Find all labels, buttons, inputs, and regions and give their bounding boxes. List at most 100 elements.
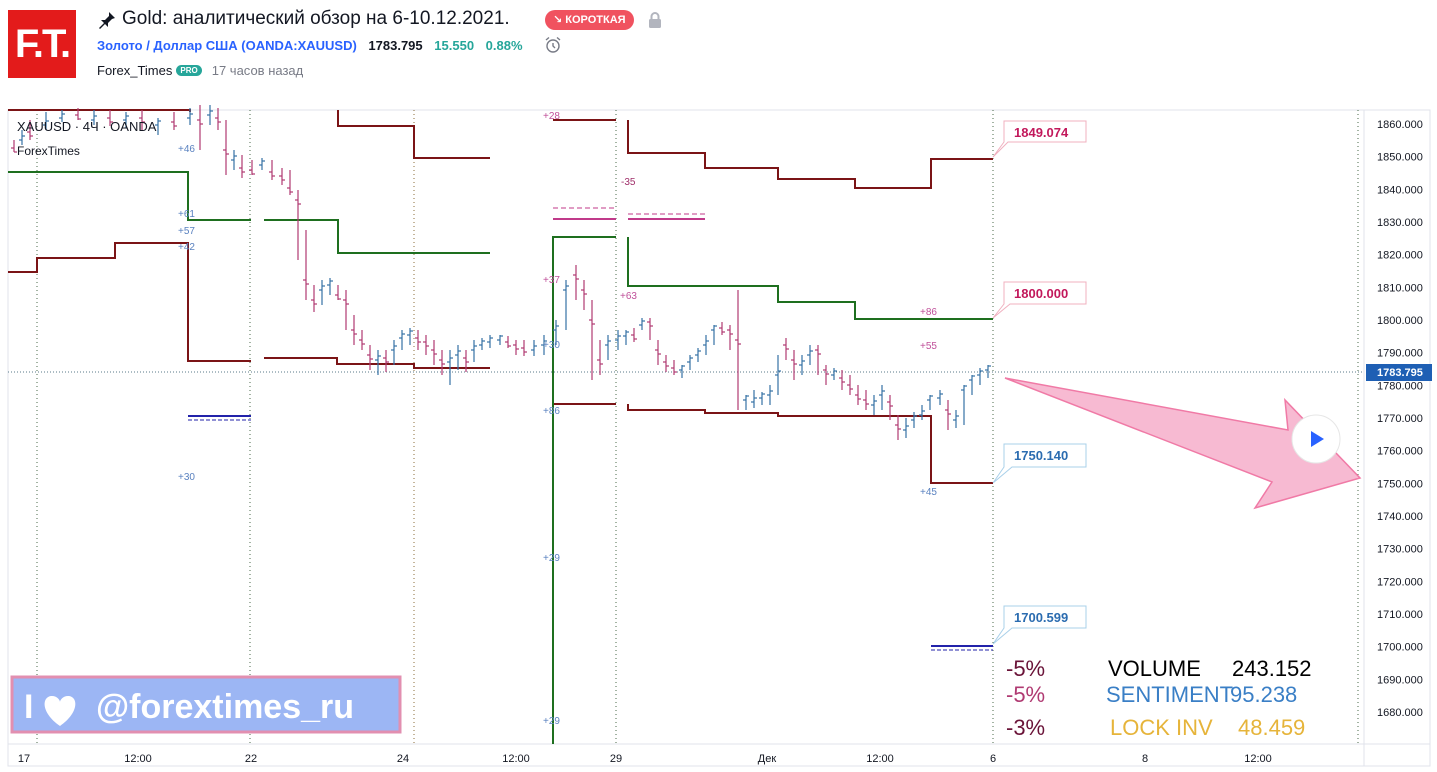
short-badge: ↘ КОРОТКАЯ	[545, 10, 634, 30]
price-tick-label: 1860.000	[1377, 119, 1423, 131]
pin-icon	[99, 12, 115, 29]
level-callout-1700: 1700.599	[992, 605, 1087, 645]
annotation-label: +86	[543, 406, 560, 417]
time-tick-label: 8	[1142, 753, 1148, 765]
annotation-label: +30	[543, 340, 560, 351]
author-logo[interactable]: F.T.	[8, 10, 76, 78]
watermark-banner: I @forextimes_ru	[10, 675, 402, 734]
symbol-price: 1783.795	[368, 38, 423, 53]
small-labels: +28 +46 +61 +57 +42 +30 -35 +37 +63 +30 +86 +29 +29 +…	[178, 111, 937, 727]
stat-lock-value: 48.459	[1238, 715, 1305, 740]
time-tick-label: 12:00	[502, 753, 530, 765]
annotation-label: +61	[178, 209, 195, 220]
annotation-label: +29	[543, 716, 560, 727]
annotation-label: +57	[178, 226, 195, 237]
symbol-code-link[interactable]: (OANDA:XAUUSD)	[241, 38, 357, 53]
current-price-value: 1783.795	[1377, 367, 1423, 379]
legend-symbol: XAUUSD · 4Ч · OANDA	[17, 119, 157, 134]
time-tick-label: 24	[397, 753, 409, 765]
symbol-line: Золото / Доллар США (OANDA:XAUUSD) 1783.…	[97, 38, 523, 53]
annotation-label: +30	[178, 472, 195, 483]
play-button[interactable]	[1291, 414, 1341, 464]
price-tick-label: 1850.000	[1377, 152, 1423, 164]
level-callout-1849: 1849.074	[992, 120, 1087, 158]
price-axis: 1860.000 1850.000 1840.000 1830.000 1820.000…	[1377, 119, 1423, 719]
time-axis: 17 12:00 22 24 12:00 29 Дек 12:00 6 8 12:00	[18, 753, 1272, 765]
idea-title: Gold: аналитический обзор на 6-10.12.202…	[122, 8, 510, 29]
alarm-clock-icon[interactable]	[544, 36, 562, 54]
level-label: 1750.140	[1014, 448, 1068, 463]
time-tick-label: 6	[990, 753, 996, 765]
lock-icon	[649, 12, 661, 28]
price-tick-label: 1760.000	[1377, 446, 1423, 458]
stat-lock-pct: -3%	[1006, 715, 1045, 740]
forecast-arrow	[1004, 377, 1362, 510]
time-tick-label: 12:00	[124, 753, 152, 765]
time-tick-label: 29	[610, 753, 622, 765]
current-price-tag: 1783.795	[1366, 364, 1432, 381]
time-tick-label: Дек	[758, 753, 777, 765]
price-tick-label: 1710.000	[1377, 609, 1423, 621]
symbol-change-pct: 0.88%	[485, 38, 523, 53]
annotation-label: +63	[620, 291, 637, 302]
session-lines	[36, 110, 1359, 744]
watermark-handle: @forextimes_ru	[96, 688, 354, 726]
time-tick-label: 17	[18, 753, 30, 765]
watermark-prefix: I	[24, 688, 33, 726]
annotation-label: -35	[621, 177, 636, 188]
price-tick-label: 1840.000	[1377, 184, 1423, 196]
resistance-support-steps	[8, 109, 993, 484]
price-tick-label: 1730.000	[1377, 544, 1423, 556]
price-tick-label: 1720.000	[1377, 576, 1423, 588]
annotation-label: +45	[920, 487, 937, 498]
price-tick-label: 1830.000	[1377, 217, 1423, 229]
price-tick-label: 1820.000	[1377, 250, 1423, 262]
stat-volume-value: 243.152	[1232, 656, 1312, 681]
author-line: Forex_Times PRO 17 часов назад	[97, 63, 303, 78]
legend-author: ForexTimes	[17, 144, 80, 158]
level-label: 1849.074	[1014, 125, 1069, 140]
annotation-label: +29	[543, 553, 560, 564]
stat-volume-name: VOLUME	[1108, 656, 1201, 681]
green-steps	[8, 171, 993, 744]
time-tick-label: 12:00	[866, 753, 894, 765]
price-tick-label: 1750.000	[1377, 478, 1423, 490]
annotation-label: +55	[920, 341, 937, 352]
annotation-label: +86	[920, 307, 937, 318]
stat-sentiment-pct: -5%	[1006, 682, 1045, 707]
symbol-change: 15.550	[434, 38, 475, 53]
idea-header: F.T. Gold: аналитический обзор на 6-10.1…	[0, 0, 1437, 105]
level-label: 1800.000	[1014, 286, 1068, 301]
annotation-label: +46	[178, 144, 195, 155]
stat-volume-pct: -5%	[1006, 656, 1045, 681]
stat-lock-name: LOCK INV	[1110, 715, 1213, 740]
level-callout-1800: 1800.000	[992, 281, 1087, 319]
level-label: 1700.599	[1014, 610, 1068, 625]
play-icon	[1311, 431, 1324, 447]
pro-badge: PRO	[176, 65, 202, 76]
symbol-link[interactable]: Золото / Доллар США	[97, 38, 238, 53]
price-tick-label: 1810.000	[1377, 282, 1423, 294]
blue-level	[188, 415, 993, 651]
price-tick-label: 1770.000	[1377, 413, 1423, 425]
price-tick-label: 1800.000	[1377, 315, 1423, 327]
candles	[11, 105, 991, 440]
publish-time: 17 часов назад	[211, 63, 304, 78]
level-callout-1750: 1750.140	[992, 443, 1087, 484]
time-tick-label: 12:00	[1244, 753, 1272, 765]
annotation-label: +37	[543, 275, 560, 286]
pink-level	[553, 207, 705, 220]
heart-icon	[44, 696, 76, 726]
price-tick-label: 1680.000	[1377, 707, 1423, 719]
author-name[interactable]: Forex_Times	[97, 63, 173, 78]
stat-sentiment-name: SENTIMENT	[1106, 682, 1233, 707]
stats-block: -5% VOLUME 243.152 -5% SENTIMENT 95.238 …	[1006, 656, 1312, 740]
price-tick-label: 1740.000	[1377, 511, 1423, 523]
price-tick-label: 1780.000	[1377, 380, 1423, 392]
price-tick-label: 1690.000	[1377, 674, 1423, 686]
price-tick-label: 1790.000	[1377, 348, 1423, 360]
price-tick-label: 1700.000	[1377, 642, 1423, 654]
stat-sentiment-value: 95.238	[1230, 682, 1297, 707]
annotation-label: +28	[543, 111, 560, 122]
